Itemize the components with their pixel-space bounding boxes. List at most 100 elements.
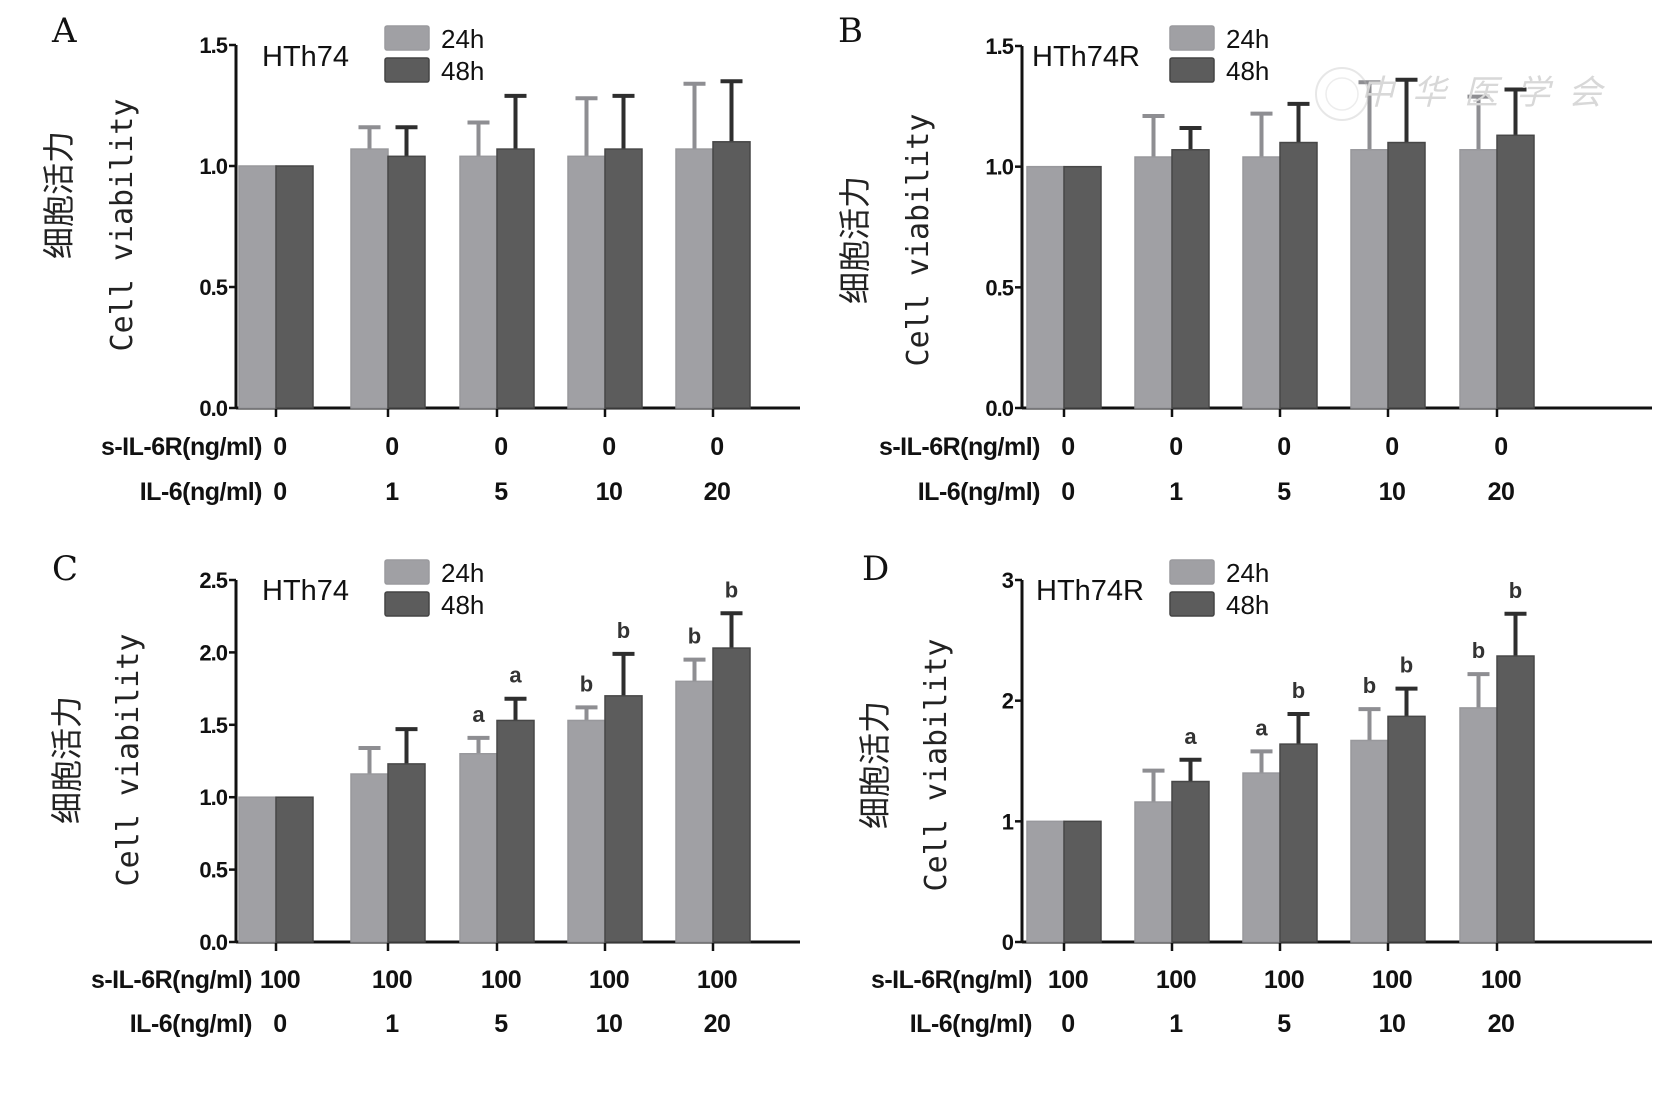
- row-label-sil6r: s-IL-6R(ng/ml): [101, 433, 262, 461]
- y-axis-label-cn: 细胞活力: [856, 701, 894, 829]
- y-tick-label: 0.5: [199, 858, 227, 883]
- bar-24h: [1242, 772, 1281, 943]
- row-label-sil6r: s-IL-6R(ng/ml): [879, 433, 1040, 461]
- x-category-il6: 0: [1061, 478, 1074, 506]
- bar-48h: [712, 141, 751, 409]
- y-axis-label-en: Cell viability: [105, 99, 140, 352]
- bar-24h: [350, 773, 389, 943]
- significance-label: b: [1472, 638, 1485, 663]
- y-tick-label: 0.5: [985, 275, 1013, 300]
- y-tick-label: 1.5: [199, 33, 227, 58]
- x-category-il6: 5: [494, 478, 508, 506]
- x-category-sil6r: 100: [260, 966, 300, 994]
- bar-24h: [567, 155, 606, 409]
- y-axis-label-cn: 细胞活力: [836, 176, 874, 304]
- bar-48h: [1387, 715, 1426, 943]
- bar-48h: [1496, 134, 1535, 409]
- bar-48h: [1171, 780, 1210, 943]
- bar-24h: [238, 796, 277, 943]
- watermark-seal-icon: [1315, 67, 1369, 121]
- significance-label: a: [472, 702, 485, 727]
- legend-label: 48h: [1226, 590, 1269, 620]
- x-category-sil6r: 100: [1372, 966, 1412, 994]
- bar-48h: [387, 763, 426, 943]
- significance-label: a: [1184, 724, 1197, 749]
- bar-48h: [1279, 141, 1318, 409]
- cell-line-title: HTh74R: [1032, 41, 1140, 73]
- x-category-sil6r: 0: [385, 433, 398, 461]
- y-tick-label: 3: [1002, 568, 1014, 593]
- x-category-sil6r: 0: [1385, 433, 1398, 461]
- x-category-sil6r: 100: [1264, 966, 1304, 994]
- x-category-il6: 0: [1061, 1010, 1074, 1038]
- x-category-il6: 10: [596, 1010, 623, 1038]
- y-tick-label: 1.0: [985, 155, 1013, 180]
- bar-24h: [1134, 156, 1173, 409]
- bar-24h: [1026, 820, 1065, 943]
- significance-label: b: [1509, 578, 1522, 603]
- y-tick-label: 0.5: [199, 275, 227, 300]
- y-tick-label: 0.0: [199, 396, 227, 421]
- y-tick-label: 0.0: [985, 396, 1013, 421]
- y-axis-label-en: Cell viability: [901, 114, 936, 367]
- row-label-il6: IL-6(ng/ml): [918, 478, 1040, 506]
- y-tick-label: 1: [1002, 809, 1014, 834]
- y-axis-label-en: Cell viability: [919, 639, 954, 892]
- bar-48h: [1171, 149, 1210, 409]
- bar-48h: [1387, 141, 1426, 409]
- x-category-sil6r: 0: [1277, 433, 1290, 461]
- x-category-sil6r: 0: [1169, 433, 1182, 461]
- legend-swatch-48h: [1169, 57, 1215, 83]
- legend-swatch-48h: [384, 57, 430, 83]
- significance-label: b: [1292, 678, 1305, 703]
- significance-label: b: [1363, 673, 1376, 698]
- x-category-sil6r: 100: [481, 966, 521, 994]
- legend-swatch-24h: [1169, 559, 1215, 585]
- y-tick-label: 1.0: [199, 785, 227, 810]
- bar-48h: [1063, 820, 1102, 943]
- bar-24h: [675, 148, 714, 409]
- significance-label: b: [580, 671, 593, 696]
- x-category-sil6r: 0: [273, 433, 286, 461]
- x-category-il6: 20: [704, 478, 731, 506]
- x-category-il6: 5: [1277, 1010, 1291, 1038]
- y-tick-label: 2: [1002, 689, 1014, 714]
- bar-24h: [1459, 707, 1498, 943]
- legend-label: 24h: [441, 558, 484, 588]
- x-category-sil6r: 0: [602, 433, 615, 461]
- bar-48h: [1279, 743, 1318, 943]
- y-axis-label-en: Cell viability: [111, 634, 146, 887]
- bar-24h: [1242, 156, 1281, 409]
- legend-label: 48h: [1226, 56, 1269, 86]
- legend-label: 24h: [1226, 558, 1269, 588]
- x-category-sil6r: 100: [1156, 966, 1196, 994]
- bar-24h: [459, 753, 498, 943]
- legend-label: 24h: [441, 24, 484, 54]
- bar-24h: [1459, 149, 1498, 409]
- y-tick-label: 0.0: [199, 930, 227, 955]
- watermark-text: 中华医学会: [1360, 73, 1620, 113]
- row-label-il6: IL-6(ng/ml): [910, 1010, 1032, 1038]
- x-category-sil6r: 100: [1481, 966, 1521, 994]
- y-axis-label-cn: 细胞活力: [40, 131, 78, 259]
- x-category-sil6r: 0: [710, 433, 723, 461]
- x-category-sil6r: 100: [697, 966, 737, 994]
- y-tick-label: 1.5: [985, 34, 1013, 59]
- panel-a: A 0.0 0.5 1.0 1.5 s-IL-6R(ng/ml) IL-6(ng/ml) 0 0…: [40, 11, 800, 506]
- bar-48h: [604, 148, 643, 409]
- bar-24h: [459, 155, 498, 409]
- x-category-sil6r: 0: [494, 433, 507, 461]
- bar-48h: [496, 719, 535, 943]
- y-tick-label: 1.0: [199, 154, 227, 179]
- bar-48h: [275, 165, 314, 409]
- bar-48h: [1496, 655, 1535, 943]
- bar-48h: [1063, 165, 1102, 409]
- legend-swatch-24h: [1169, 25, 1215, 51]
- legend-swatch-48h: [1169, 591, 1215, 617]
- row-label-il6: IL-6(ng/ml): [130, 1010, 252, 1038]
- x-category-il6: 5: [1277, 478, 1291, 506]
- x-category-il6: 0: [273, 478, 286, 506]
- bar-24h: [238, 165, 277, 409]
- x-category-il6: 20: [704, 1010, 731, 1038]
